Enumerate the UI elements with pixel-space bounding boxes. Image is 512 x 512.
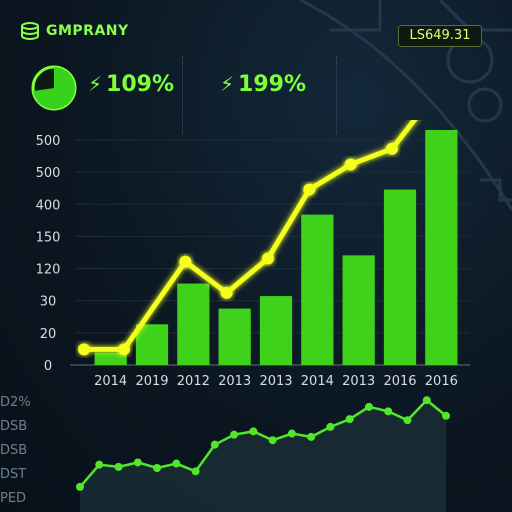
- x-tick-label: 2013: [218, 374, 251, 389]
- x-tick-label: 2016: [425, 374, 458, 389]
- trend-line: [84, 120, 418, 352]
- x-tick-label: 2014: [301, 374, 334, 389]
- trend-point: [220, 286, 233, 299]
- bolt-icon: ⚡: [220, 72, 235, 96]
- mini-area: [80, 400, 446, 512]
- bolt-icon: ⚡: [88, 72, 103, 96]
- value-badge: LS649.31: [398, 25, 482, 47]
- pie-chart-icon: [31, 65, 77, 111]
- y-tick-label: 120: [36, 263, 61, 278]
- mini-point: [422, 396, 431, 405]
- bar: [342, 255, 375, 365]
- mini-point: [95, 460, 104, 469]
- bar: [301, 214, 334, 365]
- x-tick-label: 2016: [383, 374, 416, 389]
- trend-point: [386, 142, 398, 155]
- bar: [259, 296, 293, 365]
- mini-point: [403, 416, 412, 425]
- mini-point: [230, 430, 239, 439]
- mini-y-label: D2%: [0, 395, 31, 410]
- mini-point: [133, 458, 142, 467]
- kpi-divider: [336, 56, 337, 134]
- y-tick-label: 20: [40, 327, 57, 342]
- x-tick-label: 2013: [342, 374, 375, 389]
- kpi-row: ⚡ 109% ⚡ 199%: [20, 56, 512, 134]
- mini-y-label: PED: [0, 491, 26, 506]
- mini-point: [191, 467, 200, 476]
- mini-point: [210, 440, 219, 449]
- mini-point: [249, 427, 258, 436]
- y-tick-label: 30: [40, 295, 57, 310]
- mini-point: [345, 415, 354, 424]
- mini-y-label: DST: [0, 467, 26, 482]
- kpi-value-2: ⚡ 199%: [220, 72, 306, 97]
- database-icon: [21, 22, 39, 40]
- mini-point: [268, 436, 277, 445]
- mini-chart: D2% DSB DSB DST PED: [0, 395, 450, 512]
- trend-point: [78, 343, 90, 356]
- y-tick-label: 150: [36, 230, 61, 245]
- x-tick-label: 2012: [177, 374, 210, 389]
- mini-point: [326, 422, 335, 431]
- mini-point: [153, 464, 162, 472]
- y-tick-label: 400: [36, 198, 61, 213]
- kpi-divider: [182, 56, 183, 134]
- mini-point: [114, 462, 123, 471]
- kpi-value-1: ⚡ 109%: [88, 72, 174, 97]
- mini-point: [442, 411, 450, 420]
- x-tick-label: 2013: [259, 374, 292, 389]
- bar: [94, 352, 127, 365]
- trend-point: [262, 252, 274, 265]
- mini-point: [76, 482, 84, 491]
- x-tick-label: 2019: [135, 374, 168, 389]
- header: GMPRANY: [20, 20, 129, 42]
- trend-point: [118, 343, 130, 356]
- bar: [425, 130, 458, 365]
- mini-y-label: DSB: [0, 443, 27, 458]
- trend-point: [303, 183, 316, 196]
- trend-point: [344, 158, 357, 171]
- y-tick-label: 500: [36, 134, 61, 149]
- main-chart: 500 500 400 150 120 30 20 0 2014 2019 2012 2013 2013…: [36, 120, 470, 389]
- mini-point: [172, 459, 181, 468]
- bar: [135, 324, 169, 365]
- kpi-value-1-text: 109%: [106, 72, 175, 97]
- bar: [177, 283, 210, 365]
- brand-name: GMPRANY: [46, 23, 129, 39]
- bar: [218, 308, 251, 365]
- mini-point: [287, 429, 296, 438]
- mini-point: [364, 402, 373, 411]
- trend-point: [179, 255, 192, 268]
- bar: [383, 189, 417, 365]
- mini-point: [307, 432, 316, 441]
- x-tick-label: 2014: [94, 374, 127, 389]
- y-tick-label: 0: [44, 359, 52, 374]
- y-tick-label: 500: [36, 166, 61, 181]
- mini-y-label: DSB: [0, 419, 27, 434]
- kpi-value-2-text: 199%: [238, 72, 307, 97]
- mini-point: [384, 407, 393, 416]
